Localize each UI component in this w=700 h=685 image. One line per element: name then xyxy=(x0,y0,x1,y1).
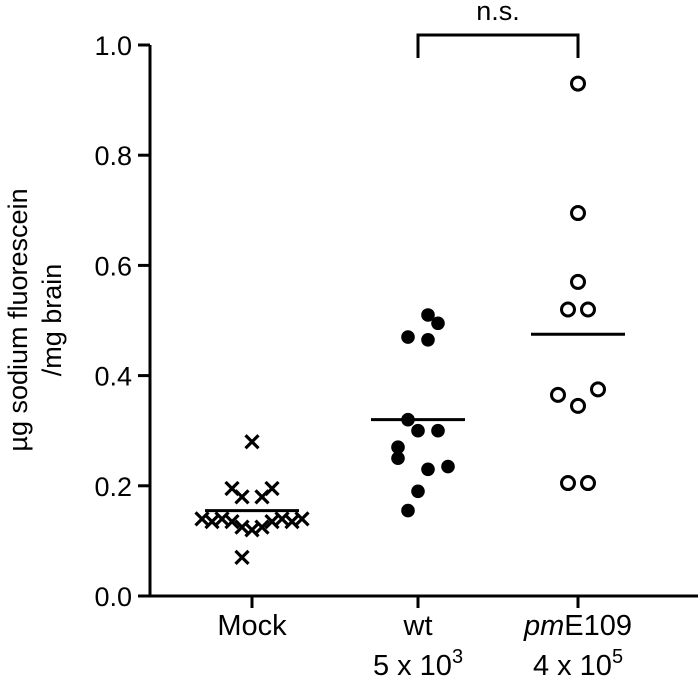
y-tick-label: 0.8 xyxy=(94,141,132,171)
x-category-label-text: 4 x 10 xyxy=(533,650,612,682)
y-tick-label: 1.0 xyxy=(94,31,132,61)
x-stroke xyxy=(224,480,240,497)
x-stroke xyxy=(224,513,240,530)
data-point-open xyxy=(570,205,586,222)
x-category-label: pmE109 xyxy=(523,610,632,642)
y-axis-title-line: /mg brain xyxy=(37,264,67,377)
data-point-filled xyxy=(411,423,425,438)
data-point-filled xyxy=(401,412,415,427)
y-axis-title: µg sodium fluorescein/mg brain xyxy=(3,188,67,451)
x-stroke xyxy=(244,434,260,450)
data-point-open xyxy=(570,75,586,92)
x-category-label-text: E109 xyxy=(564,610,632,642)
y-tick-label: 0.4 xyxy=(94,362,132,392)
x-category-label: Mock xyxy=(217,610,287,642)
data-point-filled xyxy=(431,316,445,331)
data-point-filled xyxy=(421,462,435,477)
x-stroke xyxy=(254,519,270,535)
x-category-label-text: Mock xyxy=(217,610,287,642)
data-point-open xyxy=(560,475,576,492)
x-category-label-superscript: 5 xyxy=(612,646,623,668)
data-point-filled xyxy=(411,484,425,499)
significance-bracket: n.s. xyxy=(416,0,580,58)
data-point-x xyxy=(264,513,280,530)
x-stroke xyxy=(294,511,310,527)
x-category-label-superscript: 3 xyxy=(452,646,463,668)
y-tick-label: 0.0 xyxy=(94,582,132,612)
x-stroke xyxy=(254,489,270,505)
x-category-label: 4 x 105 xyxy=(533,646,623,682)
data-point-x xyxy=(224,513,240,530)
x-category-label-text: wt xyxy=(403,610,433,642)
x-axis: Mock wt 5 x 103 pmE109 4 x 105 xyxy=(149,594,698,682)
data-point-filled xyxy=(401,330,415,344)
data-point-open xyxy=(560,301,576,318)
data-point-filled xyxy=(431,423,445,438)
x-stroke xyxy=(234,489,250,505)
data-point-x xyxy=(234,549,250,566)
data-point-filled xyxy=(441,459,455,474)
data-point-open xyxy=(590,381,606,398)
data-point-x xyxy=(244,434,260,450)
data-point-filled xyxy=(421,308,435,322)
x-category-label: wt xyxy=(403,610,433,642)
data-point-filled xyxy=(391,440,405,455)
y-axis-title-line: µg sodium fluorescein xyxy=(3,188,33,451)
y-axis-label: µg sodium fluorescein/mg brain xyxy=(3,188,67,451)
data-point-x xyxy=(204,513,220,530)
x-stroke xyxy=(234,549,250,566)
significance-label: n.s. xyxy=(476,0,520,26)
y-axis: 0.0 0.2 0.4 0.6 0.8 1.0 xyxy=(94,31,152,612)
data-point-filled xyxy=(391,451,405,466)
data-point-x xyxy=(244,522,260,538)
data-point-open xyxy=(570,397,586,414)
x-stroke xyxy=(284,513,300,530)
data-point-x xyxy=(284,513,300,530)
y-tick-label: 0.6 xyxy=(94,251,132,281)
x-stroke xyxy=(244,522,260,538)
bracket-line xyxy=(416,33,580,58)
x-category-label-italic: pm xyxy=(523,610,564,642)
data-point-x xyxy=(254,489,270,505)
data-point-open xyxy=(580,475,596,492)
data-point-open xyxy=(580,301,596,318)
data-point-open xyxy=(550,386,566,403)
x-category-label-text: 5 x 10 xyxy=(373,650,452,682)
data-point-filled xyxy=(421,332,435,347)
data-point-x xyxy=(234,489,250,505)
data-point-filled xyxy=(401,503,415,518)
x-stroke xyxy=(264,513,280,530)
data-point-open xyxy=(570,273,586,290)
y-tick-label: 0.2 xyxy=(94,472,132,502)
x-category-label: 5 x 103 xyxy=(373,646,463,682)
x-stroke xyxy=(204,513,220,530)
plot-area xyxy=(194,75,625,566)
